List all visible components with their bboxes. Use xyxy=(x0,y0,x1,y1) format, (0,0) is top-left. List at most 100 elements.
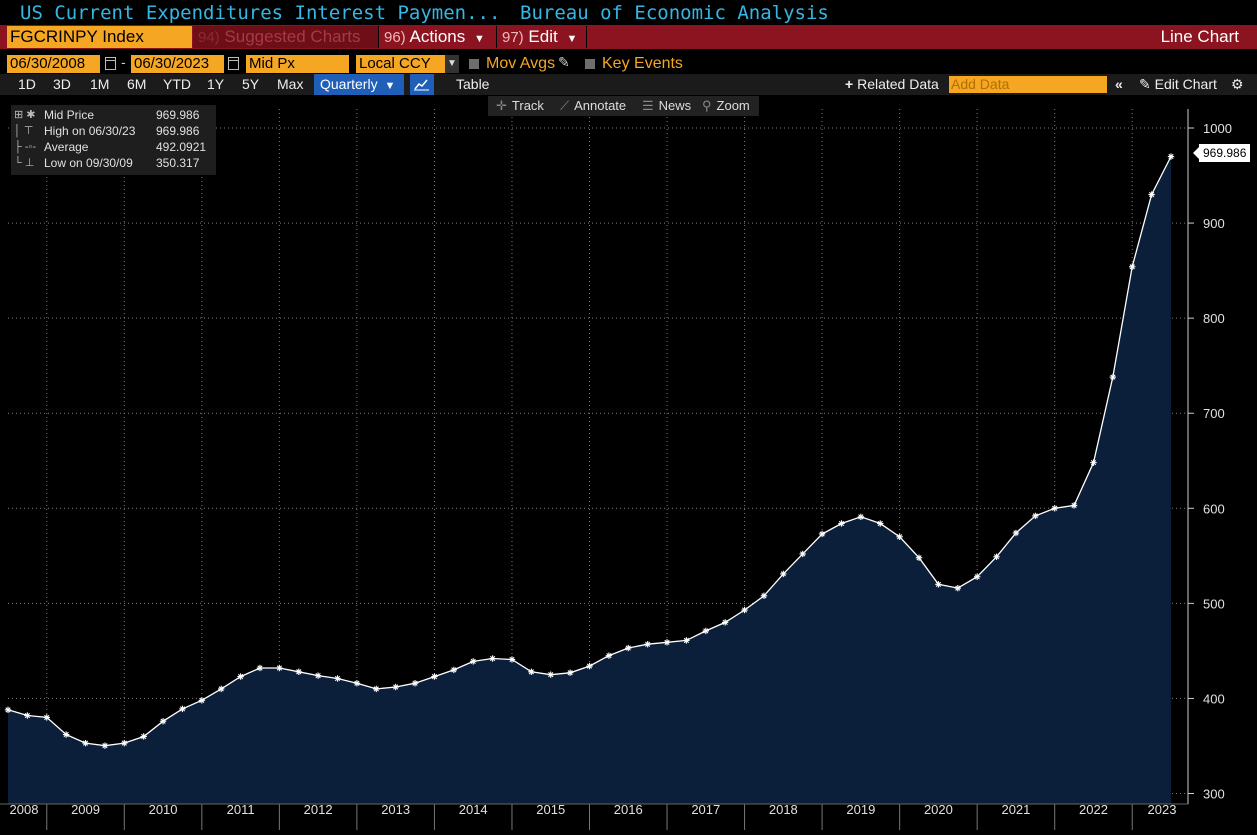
range-5y-button[interactable]: 5Y xyxy=(242,76,260,92)
data-point xyxy=(179,705,186,713)
data-point xyxy=(62,731,70,738)
range-1m-button[interactable]: 1M xyxy=(90,76,110,92)
x-tick-label: 2012 xyxy=(304,802,333,817)
track-button[interactable]: ✛ Track xyxy=(496,96,544,116)
caret-down-icon: ▼ xyxy=(473,33,485,45)
area-fill xyxy=(8,156,1171,804)
period-select[interactable]: Quarterly ▼ xyxy=(314,74,404,95)
data-point xyxy=(1090,459,1097,466)
add-data-input[interactable]: Add Data xyxy=(949,76,1107,93)
x-tick-label: 2023 xyxy=(1148,802,1177,817)
data-point xyxy=(566,669,574,676)
calendar-icon[interactable] xyxy=(228,57,239,70)
mov-avgs-checkbox[interactable] xyxy=(469,59,479,69)
x-tick-label: 2016 xyxy=(614,802,643,817)
gear-icon[interactable]: ⚙ xyxy=(1231,76,1244,92)
zoom-button[interactable]: ⚲ Zoom xyxy=(702,96,750,116)
high-marker-icon: │ ⊤ xyxy=(14,125,34,137)
data-point xyxy=(392,683,399,691)
range-ytd-button[interactable]: YTD xyxy=(163,76,191,92)
dropdown-arrow-icon[interactable]: ▼ xyxy=(445,55,459,73)
chart-toolbar: ✛ Track ⟋ Annotate ☰ News ⚲ Zoom xyxy=(488,96,759,116)
ticker-field[interactable]: FGCRINPY Index xyxy=(7,26,192,48)
suggested-label: Suggested Charts xyxy=(224,27,361,46)
data-point xyxy=(915,554,923,561)
calendar-icon[interactable] xyxy=(105,57,116,70)
data-point xyxy=(121,739,128,747)
range-3d-button[interactable]: 3D xyxy=(53,76,71,92)
data-point xyxy=(935,581,942,588)
x-tick-label: 2009 xyxy=(71,802,100,817)
data-point xyxy=(470,658,477,665)
range-1y-button[interactable]: 1Y xyxy=(207,76,225,92)
annotate-label: Annotate xyxy=(574,98,627,113)
collapse-icon[interactable]: « xyxy=(1115,76,1123,92)
data-point xyxy=(198,697,206,704)
suggested-charts-button[interactable]: 94) Suggested Charts xyxy=(193,26,378,48)
table-button[interactable]: Table xyxy=(456,76,490,92)
data-point xyxy=(218,685,225,693)
line-chart-icon[interactable] xyxy=(410,74,434,95)
date-separator: - xyxy=(121,54,126,70)
actions-label: Actions xyxy=(409,27,466,46)
x-tick-label: 2008 xyxy=(10,802,39,817)
data-point xyxy=(82,739,89,747)
edit-label: Edit xyxy=(528,27,558,46)
edit-menu-button[interactable]: 97) Edit ▼ xyxy=(496,26,587,48)
data-point xyxy=(683,637,690,644)
x-tick-label: 2010 xyxy=(149,802,178,817)
actions-menu-button[interactable]: 96) Actions ▼ xyxy=(378,26,499,48)
start-date-input[interactable]: 06/30/2008 xyxy=(7,55,100,73)
data-point xyxy=(411,680,419,687)
key-events-label: Key Events xyxy=(602,55,683,72)
data-point xyxy=(1051,505,1058,512)
data-point xyxy=(780,570,787,578)
last-price-tag: 969.986 xyxy=(1192,144,1251,162)
legend-row-low: └ ⊥ Low on 09/30/09 350.317 xyxy=(11,155,216,171)
edit-chart-button[interactable]: ✎ Edit Chart xyxy=(1139,74,1217,95)
legend-label: High on 06/30/23 xyxy=(44,124,136,138)
key-events-checkbox[interactable] xyxy=(585,59,595,69)
pencil-icon[interactable]: ✎ xyxy=(558,54,570,70)
zoom-label: Zoom xyxy=(716,98,750,113)
data-point xyxy=(1109,373,1117,381)
low-marker-icon: └ ⊥ xyxy=(14,157,35,169)
y-tick-label: 300 xyxy=(1203,787,1225,802)
news-button[interactable]: ☰ News xyxy=(642,96,691,116)
range-1d-button[interactable]: 1D xyxy=(18,76,36,92)
security-title: US Current Expenditures Interest Paymen.… xyxy=(20,2,501,24)
end-date-input[interactable]: 06/30/2023 xyxy=(131,55,224,73)
legend-label: Mid Price xyxy=(44,108,95,122)
x-tick-label: 2018 xyxy=(769,802,798,817)
title-bar: US Current Expenditures Interest Paymen.… xyxy=(0,0,1257,25)
y-tick-label: 1000 xyxy=(1203,121,1232,136)
data-point xyxy=(43,714,50,721)
line-chart[interactable]: 300 400 500 600 700 800 900 1000 2008 2009 2010 201… xyxy=(0,95,1257,835)
chart-type-label: Line Chart xyxy=(1160,27,1239,46)
edit-number: 97) xyxy=(502,29,524,46)
legend-value: 350.317 xyxy=(156,156,200,170)
y-tick-label: 800 xyxy=(1203,311,1225,326)
legend-row-high: │ ⊤ High on 06/30/23 969.986 xyxy=(11,123,216,139)
related-data-button[interactable]: + Related Data xyxy=(845,74,940,95)
data-point xyxy=(140,733,147,740)
currency-select[interactable]: Local CCY xyxy=(356,55,445,73)
pencil-icon: ✎ xyxy=(1139,76,1151,92)
annotate-button[interactable]: ⟋ Annotate xyxy=(560,96,626,116)
data-point xyxy=(334,675,341,682)
legend-value: 492.0921 xyxy=(156,140,207,154)
range-6m-button[interactable]: 6M xyxy=(127,76,147,92)
y-tick-label: 700 xyxy=(1203,406,1225,421)
data-point xyxy=(528,668,535,676)
range-max-button[interactable]: Max xyxy=(277,76,304,92)
actions-number: 96) xyxy=(384,29,406,46)
data-point xyxy=(954,584,961,592)
data-point xyxy=(760,592,768,599)
data-point xyxy=(896,533,903,541)
data-point xyxy=(450,666,458,674)
legend-label: Average xyxy=(44,140,89,154)
data-point xyxy=(101,742,109,749)
field-select[interactable]: Mid Px xyxy=(246,55,349,73)
news-icon: ☰ xyxy=(642,98,654,113)
data-point xyxy=(586,662,593,670)
